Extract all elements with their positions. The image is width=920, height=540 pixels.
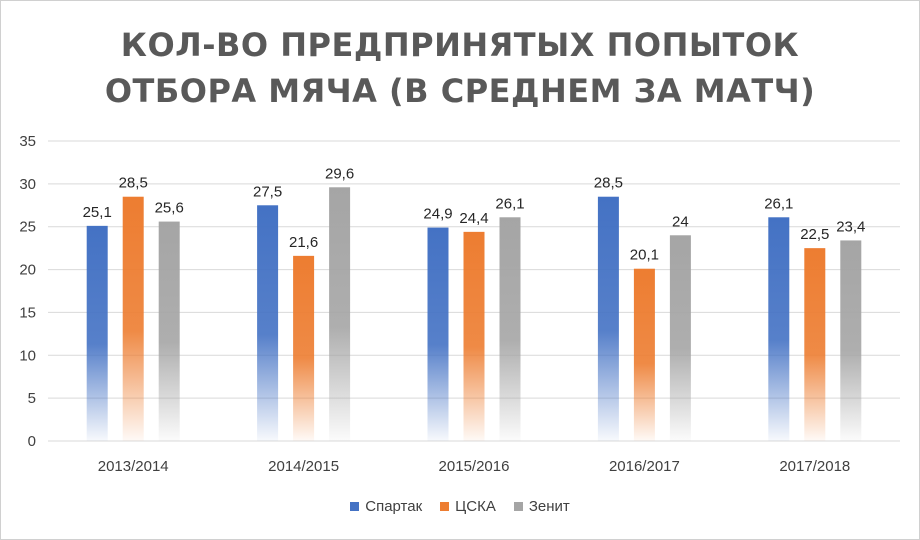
legend-swatch-spartak <box>350 502 360 511</box>
data-label: 25,6 <box>155 200 184 217</box>
legend-swatch-zenit <box>513 502 523 511</box>
x-tick-label: 2014/2015 <box>268 458 339 475</box>
chart-title: КОЛ-ВО ПРЕДПРИНЯТЫХ ПОПЫТОК ОТБОРА МЯЧА … <box>0 22 920 114</box>
x-tick-label: 2017/2018 <box>779 458 850 475</box>
y-tick-label: 35 <box>19 133 36 150</box>
data-label: 25,1 <box>83 204 112 221</box>
y-tick-label: 5 <box>28 390 36 407</box>
bar <box>158 221 180 441</box>
legend-label-spartak: Спартак <box>365 498 423 515</box>
y-tick-label: 10 <box>19 347 36 364</box>
bar <box>669 235 691 441</box>
data-label: 24,9 <box>423 206 452 223</box>
bar <box>768 217 790 441</box>
chart-title-line-2: ОТБОРА МЯЧА (В СРЕДНЕМ ЗА МАТЧ) <box>104 72 816 110</box>
data-label: 26,1 <box>495 195 524 212</box>
data-label: 27,5 <box>253 183 282 200</box>
chart-title-line-1: КОЛ-ВО ПРЕДПРИНЯТЫХ ПОПЫТОК <box>120 26 800 64</box>
data-label: 21,6 <box>289 234 318 251</box>
y-tick-label: 25 <box>19 219 36 236</box>
x-tick-label: 2013/2014 <box>98 458 169 475</box>
legend-item-zenit: Зенит <box>513 498 570 515</box>
data-label: 26,1 <box>764 195 793 212</box>
bar <box>597 196 619 441</box>
data-label: 24 <box>672 213 689 230</box>
data-label: 28,5 <box>594 175 623 192</box>
bar <box>329 187 351 441</box>
data-label: 22,5 <box>800 226 829 243</box>
y-tick-label: 20 <box>19 262 36 279</box>
legend-item-cska: ЦСКА <box>440 498 496 515</box>
bar <box>633 268 655 441</box>
legend-label-zenit: Зенит <box>528 498 570 515</box>
x-tick-label: 2015/2016 <box>439 458 510 475</box>
data-label: 20,1 <box>630 247 659 264</box>
y-tick-label: 15 <box>19 304 36 321</box>
x-tick-label: 2016/2017 <box>609 458 680 475</box>
bar <box>293 255 315 441</box>
legend-label-cska: ЦСКА <box>455 498 496 515</box>
legend-item-spartak: Спартак <box>350 498 422 515</box>
bar <box>499 217 521 441</box>
bar <box>122 196 144 441</box>
data-label: 24,4 <box>459 210 488 227</box>
data-label: 28,5 <box>119 175 148 192</box>
bar <box>840 240 862 441</box>
bar <box>257 205 279 441</box>
bar <box>463 231 485 441</box>
y-tick-label: 30 <box>19 176 36 193</box>
legend: Спартак ЦСКА Зенит <box>0 498 920 515</box>
y-tick-label: 0 <box>28 433 36 450</box>
bar <box>804 248 826 441</box>
data-label: 23,4 <box>836 218 865 235</box>
bar <box>86 225 108 441</box>
data-label: 29,6 <box>325 165 354 182</box>
legend-swatch-cska <box>440 502 450 511</box>
bar <box>427 227 449 441</box>
